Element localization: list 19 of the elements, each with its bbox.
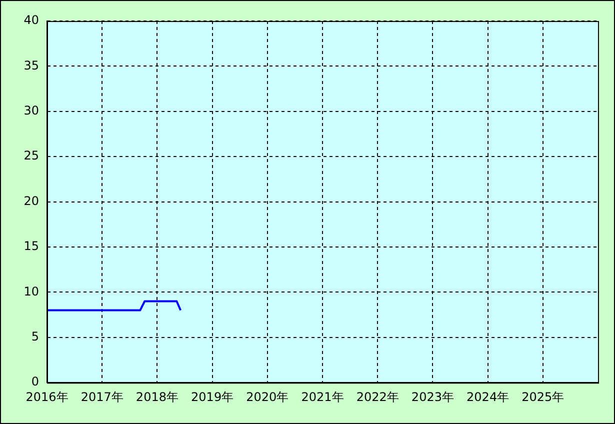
- x-tick-label: 2025年: [522, 390, 564, 404]
- y-tick-label: 25: [24, 148, 39, 163]
- x-tick-label: 2017年: [80, 390, 124, 404]
- y-tick-label: 10: [24, 284, 39, 298]
- x-tick-label: 2021年: [301, 390, 344, 404]
- x-tick-label: 2024年: [466, 390, 510, 404]
- y-tick-label: 5: [31, 330, 39, 344]
- y-tick-label: 40: [24, 13, 39, 28]
- y-tick-label: 20: [24, 194, 39, 208]
- x-tick-label: 2023年: [411, 390, 454, 404]
- y-tick-label: 35: [24, 58, 39, 72]
- y-tick-label: 15: [24, 239, 39, 254]
- y-tick-label: 30: [24, 104, 39, 118]
- x-tick-label: 2016年: [26, 390, 68, 404]
- y-tick-label: 0: [31, 374, 39, 389]
- x-tick-label: 2022年: [356, 390, 399, 404]
- x-tick-label: 2020年: [246, 390, 289, 404]
- x-tick-label: 2018年: [136, 390, 178, 404]
- x-tick-label: 2019年: [191, 390, 234, 404]
